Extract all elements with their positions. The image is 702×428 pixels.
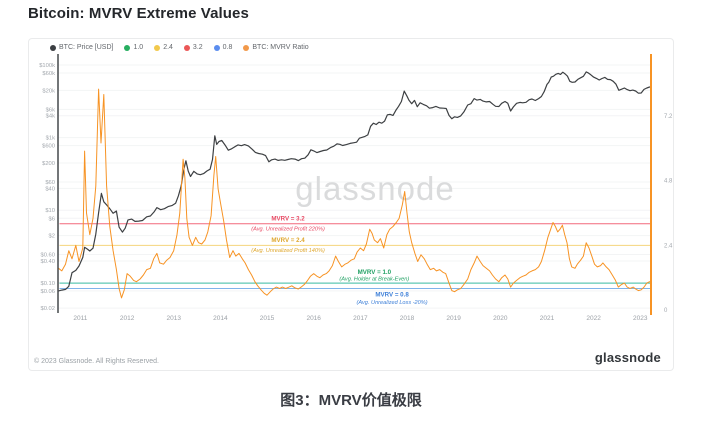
figure-caption: 图3：MVRV价值极限 — [280, 392, 422, 409]
legend-dot-icon — [243, 44, 250, 51]
annotation-subtitle: (Avg. Holder at Break-Even) — [339, 276, 409, 282]
legend-item-2-4[interactable]: 2.4 — [154, 44, 173, 51]
x-tick-label: 2021 — [540, 315, 555, 322]
x-tick-label: 2020 — [493, 315, 508, 322]
legend-label: BTC: MVRV Ratio — [252, 44, 309, 51]
legend-label: 1.0 — [133, 44, 144, 51]
x-tick-label: 2016 — [306, 315, 321, 322]
legend-dot-icon — [183, 44, 190, 51]
y-left-tick-label: $60k — [42, 71, 55, 77]
series-line-btc-price-usd — [57, 71, 651, 292]
y-right-tick-label: 2.4 — [664, 243, 673, 249]
legend-dot-icon — [154, 44, 161, 51]
legend-label: 3.2 — [192, 44, 203, 51]
y-left-tick-label: $10 — [45, 208, 55, 214]
y-left-tick-label: $0.60 — [40, 253, 55, 259]
legend-label: 2.4 — [163, 44, 173, 51]
y-left-tick-label: $100k — [39, 63, 55, 69]
legend-item-btc-price-usd[interactable]: BTC: Price [USD] — [50, 44, 113, 51]
x-tick-label: 2012 — [120, 315, 135, 322]
y-left-tick-label: $6k — [46, 107, 55, 113]
legend-item-3-2[interactable]: 3.2 — [183, 44, 203, 51]
annotation-title: MVRV = 3.2 — [271, 215, 305, 222]
x-tick-label: 2018 — [400, 315, 415, 322]
y-left-tick-label: $60 — [45, 180, 55, 186]
y-left-tick-label: $4k — [46, 114, 55, 120]
y-left-tick-label: $0.06 — [40, 289, 55, 295]
x-tick-label: 2019 — [446, 315, 461, 322]
x-tick-label: 2013 — [166, 315, 181, 322]
chart-card: BTC: Price [USD] 1.0 2.4 3.2 0.8 BTC: MVRV Ra… — [28, 38, 674, 371]
y-right-tick-label: 7.2 — [664, 114, 673, 120]
legend-dot-icon — [124, 44, 131, 51]
legend-item-btc-mvrv-ratio[interactable]: BTC: MVRV Ratio — [243, 44, 309, 51]
glassnode-logo: glassnode — [594, 350, 661, 365]
page-title: Bitcoin: MVRV Extreme Values — [28, 5, 249, 22]
annotation-title: MVRV = 2.4 — [271, 237, 305, 244]
legend-dot-icon — [50, 44, 56, 51]
y-left-tick-label: $0.40 — [40, 259, 55, 265]
annotation-subtitle: (Avg. Unrealized Profit 220%) — [251, 227, 325, 233]
x-tick-label: 2023 — [633, 315, 648, 322]
x-tick-label: 2015 — [260, 315, 275, 322]
y-left-tick-label: $200 — [42, 161, 55, 167]
annotation-title: MVRV = 1.0 — [358, 269, 392, 276]
y-left-tick-label: $40 — [45, 186, 55, 192]
series-line-btc-mvrv-ratio — [58, 88, 651, 299]
legend-dot-icon — [213, 44, 220, 51]
legend-item-1-0[interactable]: 1.0 — [124, 44, 143, 51]
chart-legend: BTC: Price [USD] 1.0 2.4 3.2 0.8 BTC: MVRV Ra… — [50, 44, 309, 51]
legend-label: BTC: Price [USD] — [59, 44, 114, 51]
x-tick-label: 2017 — [353, 315, 368, 322]
y-left-tick-label: $0.02 — [40, 306, 55, 312]
y-right-tick-label: 0 — [664, 308, 668, 314]
x-tick-label: 2022 — [586, 315, 601, 322]
x-tick-label: 2011 — [73, 315, 87, 322]
annotation-title: MVRV = 0.8 — [375, 292, 409, 299]
card-footer: © 2023 Glassnode. All Rights Reserved. g… — [34, 350, 661, 365]
watermark-text: glassnode — [295, 170, 454, 207]
annotation-subtitle: (Avg. Unrealized Profit 140%) — [251, 248, 325, 254]
y-left-tick-label: $2 — [49, 234, 55, 240]
y-left-tick-label: $6 — [49, 216, 55, 222]
copyright-text: © 2023 Glassnode. All Rights Reserved. — [34, 358, 160, 365]
y-right-tick-label: 4.8 — [664, 179, 673, 185]
y-left-tick-label: $1k — [46, 136, 55, 142]
y-left-tick-label: $20k — [42, 88, 55, 94]
mvrv-chart: $100k$60k$20k$6k$4k$1k$600$200$60$40$10$… — [39, 54, 673, 322]
annotation-subtitle: (Avg. Unrealized Loss -20%) — [357, 300, 428, 306]
y-left-tick-label: $0.10 — [40, 281, 55, 287]
y-left-tick-label: $600 — [42, 144, 55, 150]
legend-item-0-8[interactable]: 0.8 — [213, 44, 233, 51]
x-tick-label: 2014 — [213, 315, 228, 322]
legend-label: 0.8 — [222, 44, 233, 51]
